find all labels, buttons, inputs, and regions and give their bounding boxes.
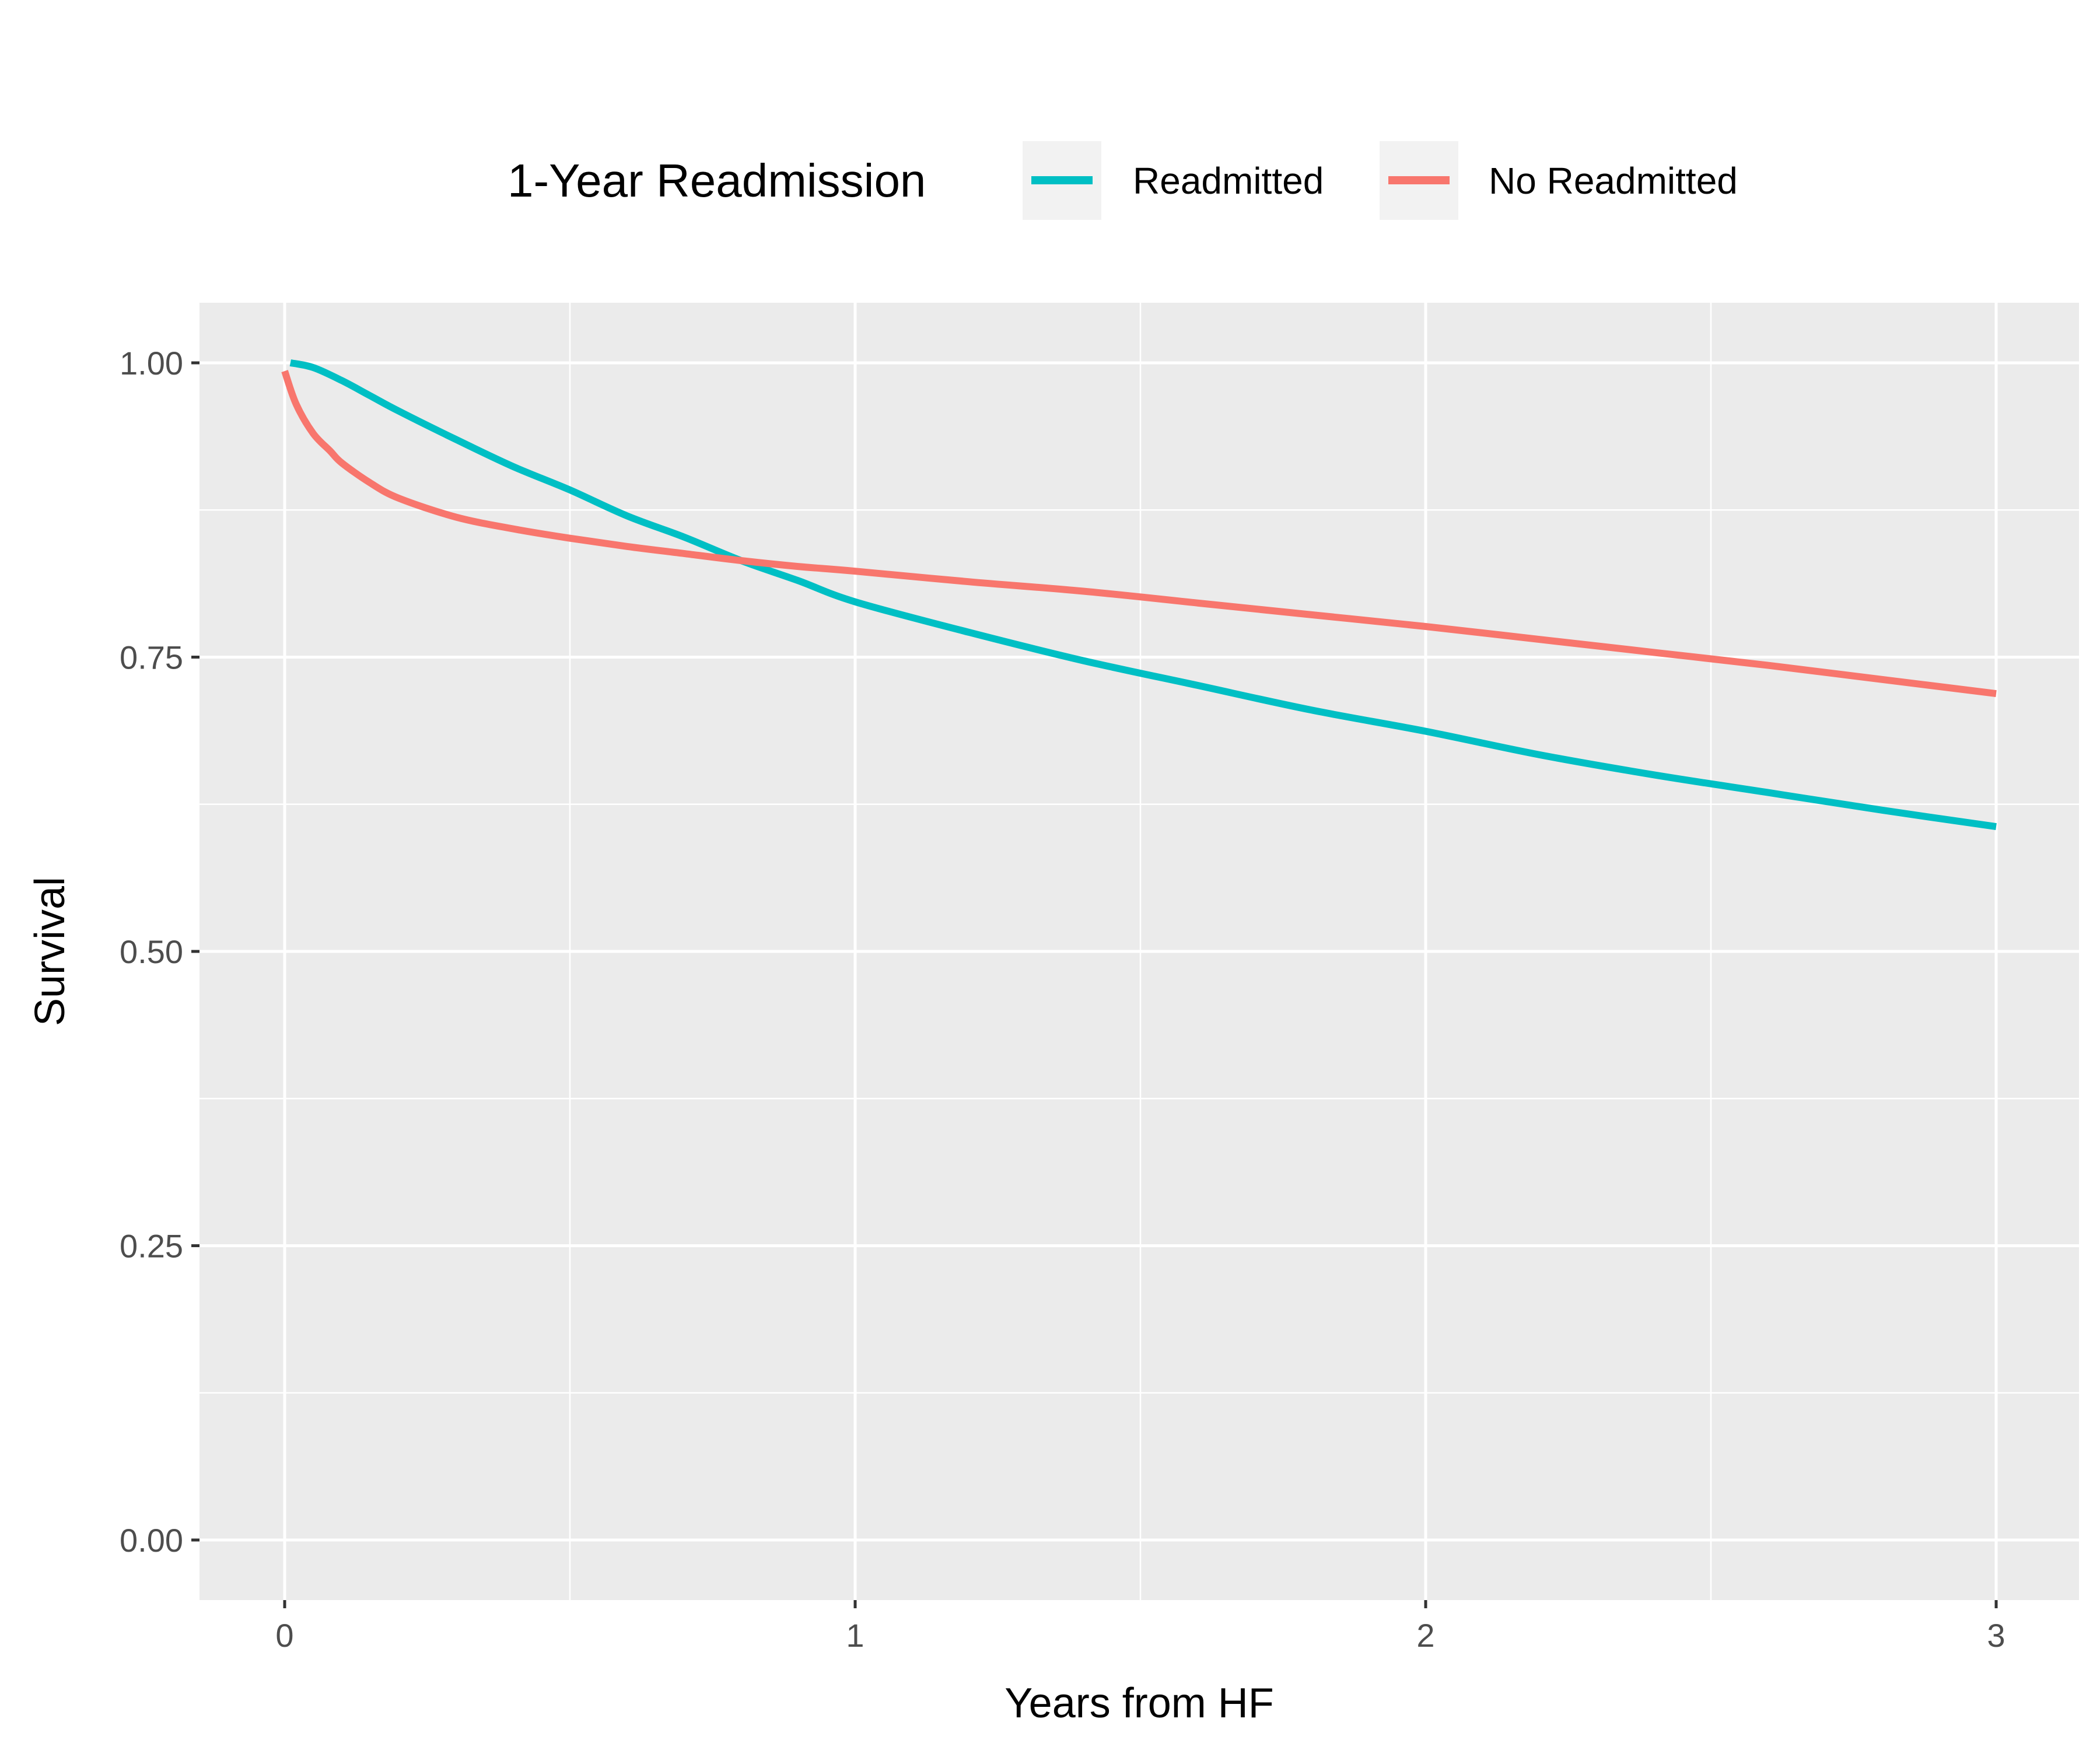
y-tick-label: 0.00 [120,1522,183,1559]
legend-label-no-readmitted: No Readmitted [1489,160,1738,202]
legend: 1-Year Readmission Readmitted No Readmit… [508,141,1738,220]
series-line-readmitted [289,359,1997,831]
x-axis-title: Years from HF [1005,1680,1273,1727]
legend-label-readmitted: Readmitted [1133,160,1324,202]
x-tick-label: 3 [1987,1617,2005,1654]
x-axis: 0 1 2 3 [275,1600,2006,1654]
y-tick-label: 0.50 [120,933,183,970]
legend-title: 1-Year Readmission [508,155,926,206]
x-tick-label: 0 [275,1617,293,1654]
series-group [281,359,1997,831]
y-tick-label: 0.75 [120,639,183,676]
series-line-no-readmitted [281,370,1997,698]
y-tick-label: 0.25 [120,1228,183,1265]
y-axis-title: Survival [27,877,74,1026]
grid-major [200,303,2079,1600]
y-axis: 0.00 0.25 0.50 0.75 1.00 [120,345,200,1559]
x-tick-label: 1 [846,1617,864,1654]
x-tick-label: 2 [1416,1617,1434,1654]
y-tick-label: 1.00 [120,345,183,382]
